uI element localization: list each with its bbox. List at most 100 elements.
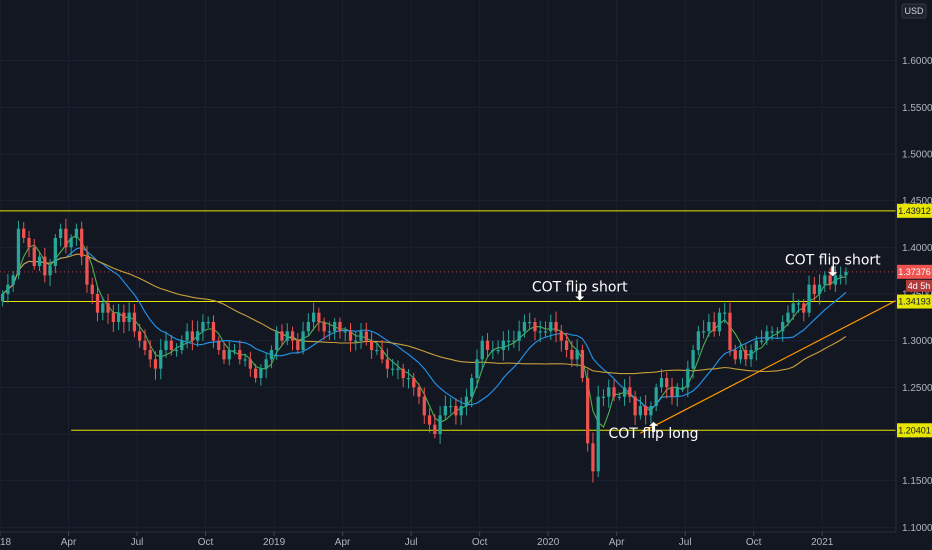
candle-body <box>680 387 685 389</box>
candle-body <box>275 331 279 350</box>
time-axis[interactable]: 2018 Apr Jul Oct 2019 Apr Jul Oct 2020 Apr Jul Oct 2… <box>0 532 834 548</box>
annotation-label: COT flip long <box>609 426 699 442</box>
candle-body <box>32 247 36 266</box>
candle-body <box>470 378 474 397</box>
candle-body <box>206 322 210 324</box>
candle-body <box>111 312 115 322</box>
price-tick-label: 1.40000 <box>902 243 932 254</box>
candle-body <box>464 396 469 406</box>
candle-body <box>127 312 131 322</box>
trendline-group <box>640 300 897 434</box>
candle-body <box>169 340 173 350</box>
candle-body <box>454 406 458 416</box>
candle-body <box>164 340 168 350</box>
candle-body <box>659 378 664 388</box>
candle-body <box>438 415 442 434</box>
candle-body <box>22 228 26 238</box>
candle-body <box>422 396 426 416</box>
candle-body <box>617 396 621 398</box>
candle-body <box>58 228 63 238</box>
candle-body <box>802 303 806 313</box>
candle-body <box>781 322 785 332</box>
current-price-badge <box>897 264 932 279</box>
candle-body <box>580 350 585 378</box>
candle-body <box>227 350 231 360</box>
candle-body <box>27 238 31 248</box>
level-price-badge <box>897 294 932 309</box>
time-tick-label: Oct <box>746 537 762 548</box>
candle-body <box>427 415 432 425</box>
candle-body <box>232 350 237 352</box>
time-tick-label: Apr <box>335 537 351 548</box>
arrow-down-icon <box>575 290 585 301</box>
level-price-badge-label: 1.43912 <box>898 206 931 216</box>
candle-body <box>269 350 274 360</box>
candle-body <box>354 340 358 342</box>
timeframe-badge <box>906 279 932 292</box>
candle-body <box>53 238 57 266</box>
candle-body <box>174 350 179 352</box>
candle-body <box>290 331 295 341</box>
candle-body <box>69 238 73 248</box>
candle-body <box>248 359 252 369</box>
price-tick-label: 1.15000 <box>902 476 932 487</box>
candle-body <box>406 378 411 380</box>
candle-body <box>712 322 716 332</box>
candle-body <box>691 350 695 369</box>
candle-body <box>217 340 221 350</box>
grid-group <box>0 0 896 532</box>
candle-body <box>570 350 574 360</box>
candle-body <box>533 322 537 332</box>
candle-body <box>417 387 421 397</box>
candle-body <box>575 350 579 360</box>
timeframe-badge-label: 4d 5h <box>908 281 931 291</box>
price-tick-label: 1.45000 <box>902 196 932 207</box>
candle-body <box>348 331 353 341</box>
candle-body <box>95 294 100 313</box>
candle-body <box>559 331 563 341</box>
candle-body <box>644 406 648 416</box>
candle-body <box>812 284 816 294</box>
candle-body <box>612 387 616 397</box>
candle-body <box>675 387 679 397</box>
candle-body <box>196 331 200 341</box>
candle-body <box>807 284 811 313</box>
time-tick-label: 2020 <box>537 537 560 548</box>
price-tick-label: 1.30000 <box>902 336 932 347</box>
annotation-label: COT flip short <box>785 253 881 269</box>
candle-body <box>607 387 611 397</box>
candle-body <box>201 322 205 332</box>
time-tick-label: Jul <box>131 537 144 548</box>
candle-body <box>717 312 722 332</box>
current-price-badge-label: 1.37376 <box>898 267 931 277</box>
candle-body <box>90 284 94 294</box>
candle-body <box>43 256 47 276</box>
candle-body <box>485 340 490 350</box>
candle-body <box>796 303 801 305</box>
ma-long-line <box>2 253 847 375</box>
annotations-group: COT flip short COT flip short COT flip lon… <box>532 253 881 443</box>
candle-body <box>280 331 284 341</box>
candle-body <box>159 350 163 369</box>
candle-body <box>564 340 569 350</box>
candle-body <box>775 331 780 333</box>
candle-body <box>122 312 126 322</box>
time-tick-label: Oct <box>472 537 488 548</box>
candle-body <box>549 322 553 332</box>
currency-badge[interactable]: USD <box>901 3 927 19</box>
candle-body <box>138 331 142 341</box>
candle-body <box>591 443 595 472</box>
level-price-badge <box>897 203 932 218</box>
time-tick-label: Jul <box>405 537 418 548</box>
candle-body <box>765 331 769 341</box>
candles-group <box>1 218 848 483</box>
candle-body <box>628 387 632 397</box>
arrow-down-icon <box>828 266 838 277</box>
candle-body <box>839 275 843 277</box>
candle-body <box>649 406 653 416</box>
candle-body <box>833 275 838 285</box>
candle-body <box>665 378 669 388</box>
